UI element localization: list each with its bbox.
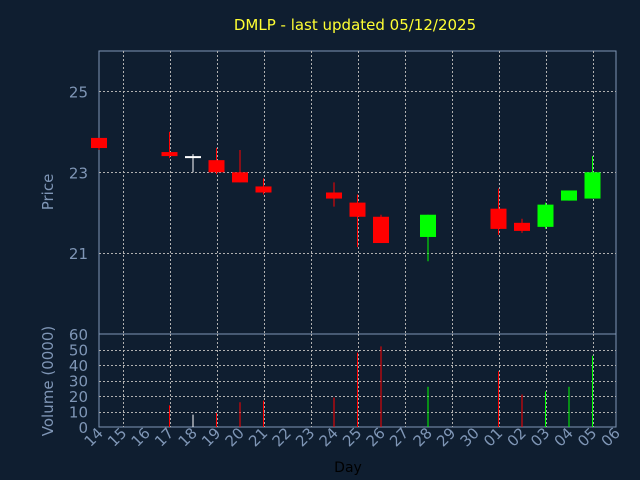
candle-body (349, 202, 366, 217)
x-tick-label: 04 (551, 424, 577, 450)
volume-tick-label: 60 (69, 326, 88, 344)
x-tick-labels: 1415161718192021222324252627282930010203… (81, 424, 624, 450)
volume-axis-label: Volume (0000) (39, 326, 57, 436)
x-tick-label: 25 (339, 424, 365, 450)
candle-body (161, 152, 178, 157)
volume-tick-label: 50 (69, 342, 88, 360)
price-tick-label: 21 (69, 245, 88, 263)
x-tick-label: 30 (457, 424, 483, 450)
candle-body (373, 216, 389, 244)
candle-body (420, 214, 436, 237)
x-tick-label: 24 (316, 424, 342, 450)
volume-tick-label: 30 (69, 373, 88, 391)
candle-body (514, 222, 530, 231)
x-tick-label: 27 (386, 424, 412, 450)
x-tick-label: 29 (433, 424, 459, 450)
x-tick-label: 05 (574, 424, 600, 450)
volume-tick-label: 0 (78, 419, 88, 437)
x-tick-label: 16 (128, 424, 154, 450)
x-tick-label: 20 (222, 424, 248, 450)
x-tick-label: 28 (410, 424, 436, 450)
x-tick-label: 19 (198, 424, 224, 450)
x-tick-label: 01 (480, 424, 506, 450)
price-tick-label: 23 (69, 164, 88, 182)
price-tick-label: 25 (69, 83, 88, 101)
x-axis-label: Day (334, 460, 362, 476)
x-tick-label: 03 (527, 424, 553, 450)
x-tick-label: 02 (504, 424, 530, 450)
candle-body (185, 156, 201, 159)
volume-tick-label: 20 (69, 388, 88, 406)
x-tick-label: 21 (245, 424, 271, 450)
candle-body (561, 190, 577, 201)
x-tick-label: 23 (292, 424, 318, 450)
candle-body (584, 172, 601, 199)
candle-body (91, 137, 107, 149)
x-tick-label: 26 (363, 424, 389, 450)
x-tick-label: 15 (104, 424, 130, 450)
volume-tick-label: 10 (69, 404, 88, 422)
price-panel-frame (98, 50, 617, 335)
candlesticks (91, 131, 601, 262)
volume-bars (169, 346, 593, 427)
candle-body (255, 186, 272, 193)
x-tick-label: 22 (269, 424, 295, 450)
candle-body (232, 172, 248, 183)
candle-body (208, 160, 225, 173)
x-tick-label: 17 (151, 424, 177, 450)
price-axis-label: Price (39, 174, 57, 211)
x-tick-label: 18 (175, 424, 201, 450)
x-tick-label: 06 (598, 424, 624, 450)
candle-body (490, 208, 507, 229)
volume-tick-label: 40 (69, 357, 88, 375)
chart-title: DMLP - last updated 05/12/2025 (234, 16, 476, 34)
candle-body (537, 204, 554, 227)
candle-body (326, 192, 342, 199)
